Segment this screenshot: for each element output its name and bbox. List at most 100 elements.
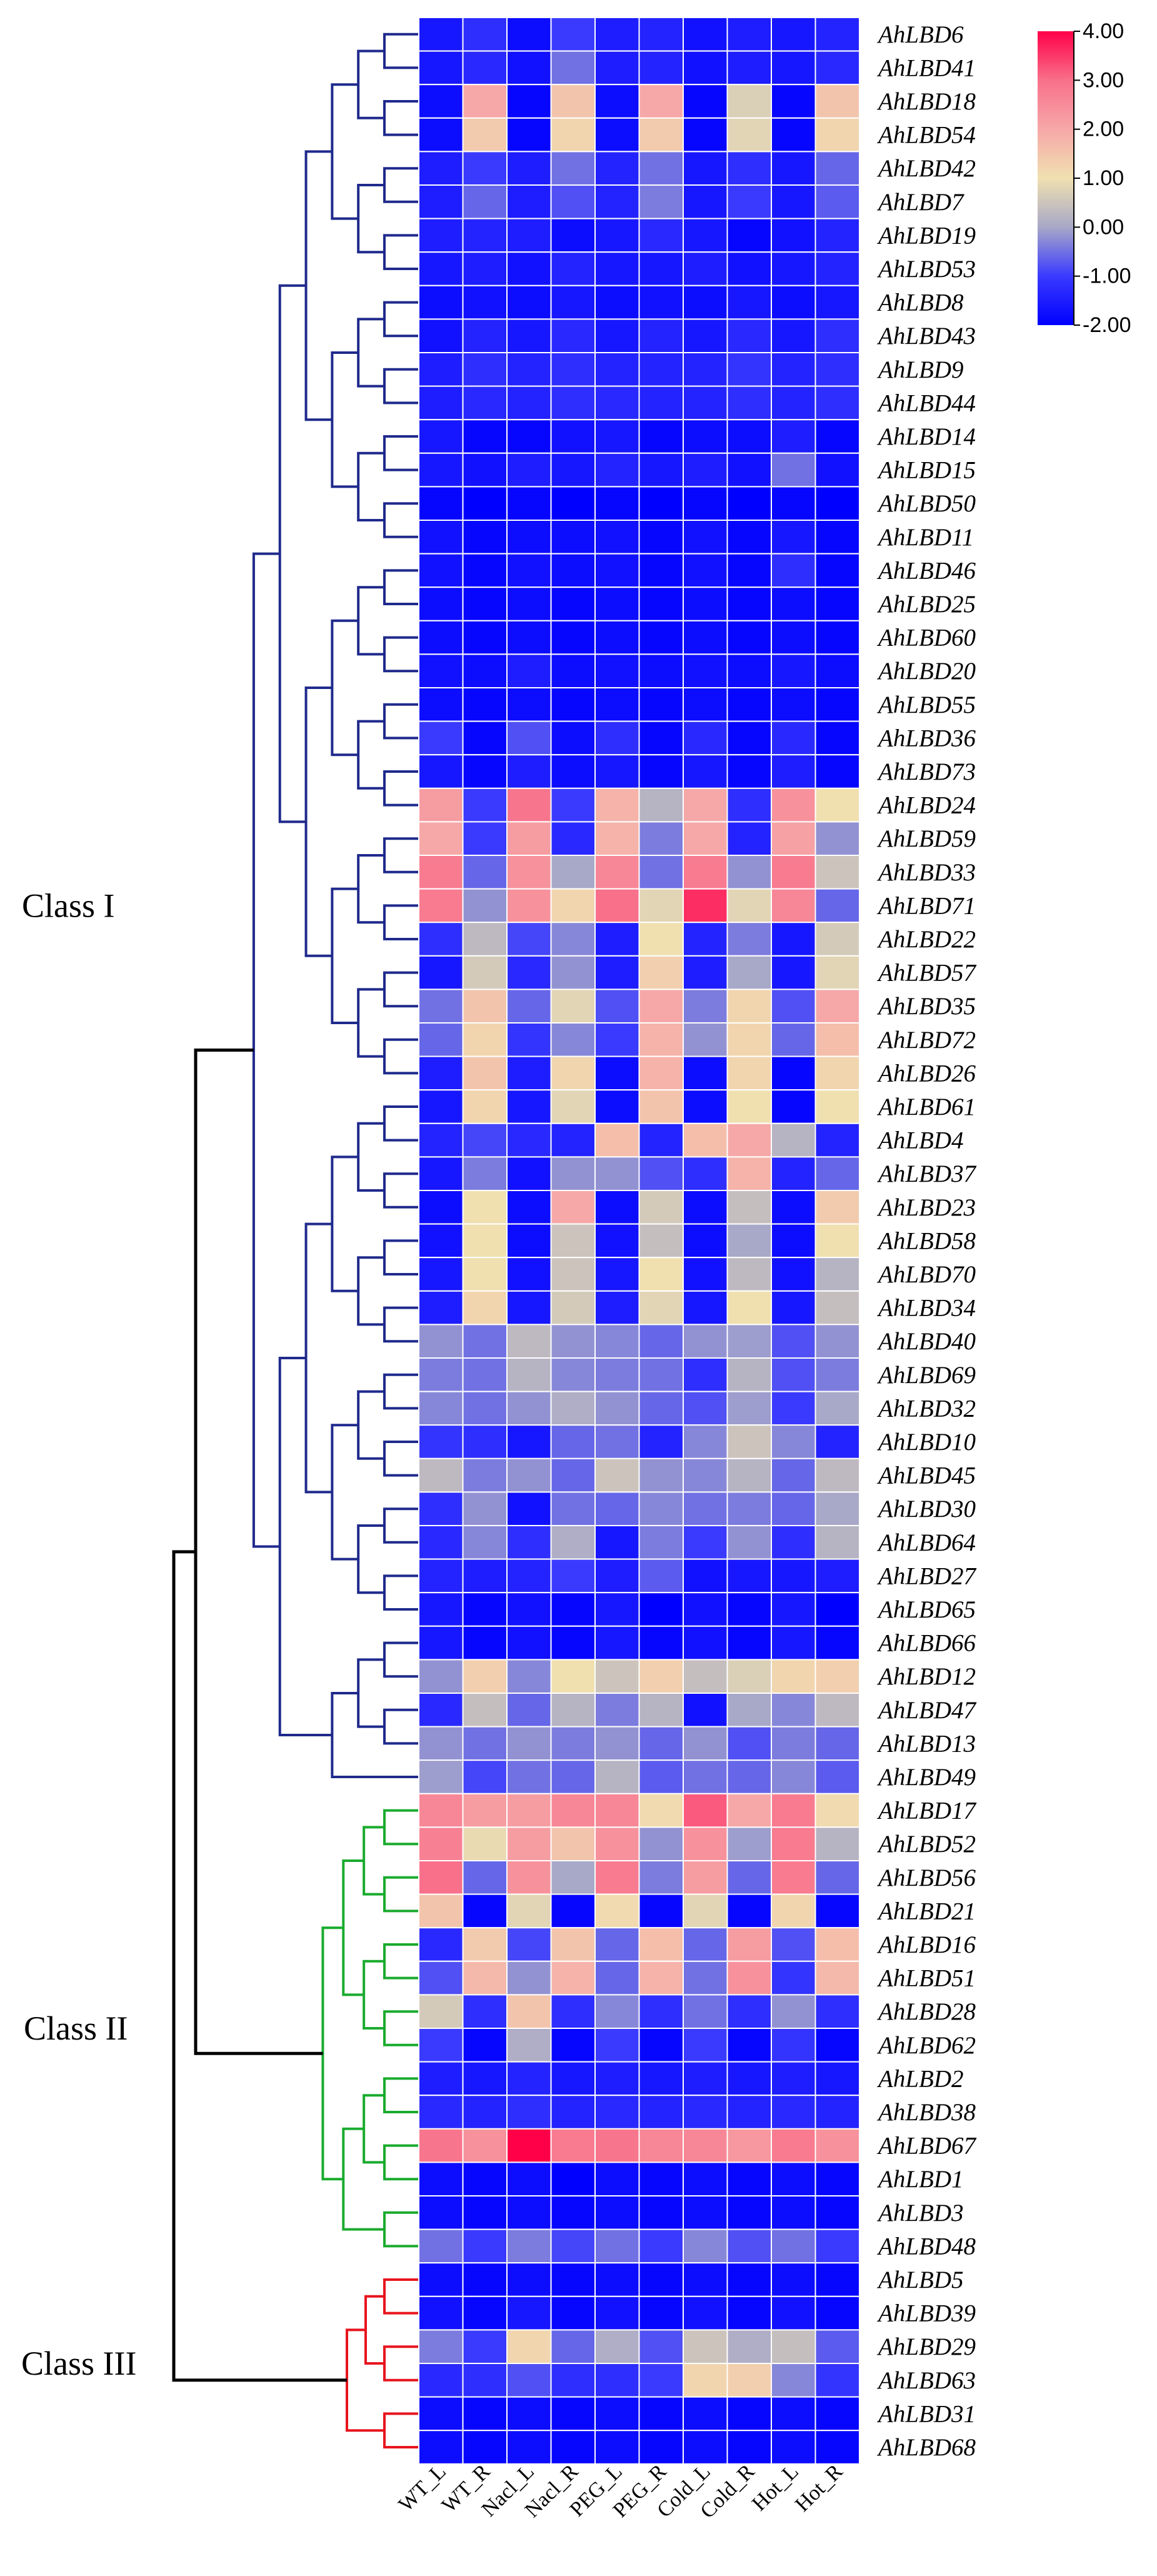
heatmap-cell [506, 653, 552, 689]
heatmap-cell [638, 151, 684, 186]
heatmap-cell [462, 989, 508, 1024]
heatmap-cell [506, 1223, 552, 1259]
heatmap-cell [418, 989, 464, 1024]
row-label: AhLBD12 [876, 1663, 976, 1690]
heatmap-cell [726, 1055, 772, 1091]
colorbar-tick-label: 2.00 [1083, 118, 1124, 141]
heatmap-cell [506, 586, 552, 621]
heatmap-cell [418, 184, 464, 219]
heatmap-cell [771, 184, 816, 219]
row-label: AhLBD30 [876, 1496, 976, 1522]
heatmap-cell [550, 2430, 596, 2465]
heatmap-cell [418, 1156, 464, 1192]
heatmap-cells [418, 17, 860, 2465]
heatmap-cell [418, 2028, 464, 2063]
heatmap-cell [418, 520, 464, 555]
heatmap-cell [814, 1122, 860, 1158]
dendrogram-branch [357, 49, 384, 119]
heatmap-cell [550, 754, 596, 789]
heatmap-cell [726, 1457, 772, 1493]
heatmap-cell [638, 1793, 684, 1828]
heatmap-cell [594, 1592, 640, 1627]
heatmap-cell [550, 586, 596, 621]
heatmap-cell [418, 1290, 464, 1326]
heatmap-cell [814, 284, 860, 320]
heatmap-cell [638, 1424, 684, 1459]
heatmap-cell [771, 2262, 816, 2297]
dendrogram-branch [331, 1424, 359, 1561]
heatmap-cell [506, 1558, 552, 1594]
row-label: AhLBD3 [876, 2200, 964, 2226]
heatmap-cell [550, 419, 596, 454]
row-label: AhLBD46 [876, 557, 976, 584]
heatmap-cell [683, 452, 728, 488]
heatmap-cell [462, 218, 508, 253]
row-label: AhLBD29 [876, 2333, 976, 2360]
heatmap-cell [462, 1525, 508, 1560]
heatmap-cell [506, 2095, 552, 2130]
heatmap-cell [638, 553, 684, 588]
heatmap-cell [418, 1223, 464, 1259]
heatmap-cell [726, 1424, 772, 1459]
heatmap-cell [418, 2329, 464, 2364]
heatmap-cell [771, 1558, 816, 1594]
heatmap-cell [462, 1022, 508, 1057]
heatmap-cell [594, 17, 640, 52]
heatmap-cell [418, 1089, 464, 1124]
dendrogram-branch [331, 619, 359, 757]
heatmap-cell [726, 1726, 772, 1761]
heatmap-cell [726, 1324, 772, 1359]
heatmap-cell [418, 553, 464, 588]
heatmap-cell [462, 2396, 508, 2432]
heatmap-cell [594, 2430, 640, 2465]
heatmap-cell [638, 1391, 684, 1426]
dendrogram-branch [357, 1658, 384, 1728]
heatmap-cell [726, 1156, 772, 1192]
heatmap-cell [771, 284, 816, 320]
heatmap-cell [506, 2028, 552, 2063]
heatmap-cell [814, 1826, 860, 1861]
heatmap-cell [594, 1290, 640, 1326]
heatmap-cell [726, 586, 772, 621]
heatmap-cell [771, 1793, 816, 1828]
heatmap-cell [771, 2028, 816, 2063]
heatmap-cell [726, 1994, 772, 2029]
heatmap-cell [418, 2061, 464, 2096]
heatmap-cell [550, 1893, 596, 1929]
row-label: AhLBD63 [876, 2367, 976, 2394]
colorbar-gradient [1038, 31, 1074, 325]
heatmap-cell [462, 1424, 508, 1459]
heatmap-cell [638, 620, 684, 655]
heatmap-cell [814, 1994, 860, 2029]
heatmap-cell [594, 2128, 640, 2163]
heatmap-cell [814, 620, 860, 655]
heatmap-cell [771, 754, 816, 789]
heatmap-cell [594, 419, 640, 454]
row-label: AhLBD57 [876, 960, 977, 987]
heatmap-cell [418, 1424, 464, 1459]
heatmap-cell [462, 2028, 508, 2063]
heatmap-cell [726, 2061, 772, 2096]
dendrogram-branch [383, 33, 419, 69]
heatmap-cell [418, 486, 464, 521]
heatmap-cell [594, 1424, 640, 1459]
heatmap-cell [771, 1893, 816, 1929]
heatmap-cell [638, 2095, 684, 2130]
heatmap-cell [506, 1457, 552, 1493]
row-labels: AhLBD6 AhLBD41 AhLBD18 AhLBD54 AhLBD42 AhLBD7… [876, 21, 977, 2461]
heatmap-cell [550, 1089, 596, 1124]
heatmap-cell [638, 218, 684, 253]
heatmap-cell [418, 687, 464, 722]
heatmap-cell [683, 1726, 728, 1761]
heatmap-cell [462, 1927, 508, 1962]
heatmap-cell [462, 1659, 508, 1694]
heatmap-cell [814, 1055, 860, 1091]
row-label: AhLBD59 [876, 825, 976, 852]
heatmap-cell [683, 787, 728, 823]
heatmap-cell [638, 687, 684, 722]
heatmap-cell [594, 1826, 640, 1861]
heatmap-cell [506, 1156, 552, 1192]
heatmap-cell [462, 1558, 508, 1594]
heatmap-cell [814, 2262, 860, 2297]
heatmap-cell [683, 586, 728, 621]
